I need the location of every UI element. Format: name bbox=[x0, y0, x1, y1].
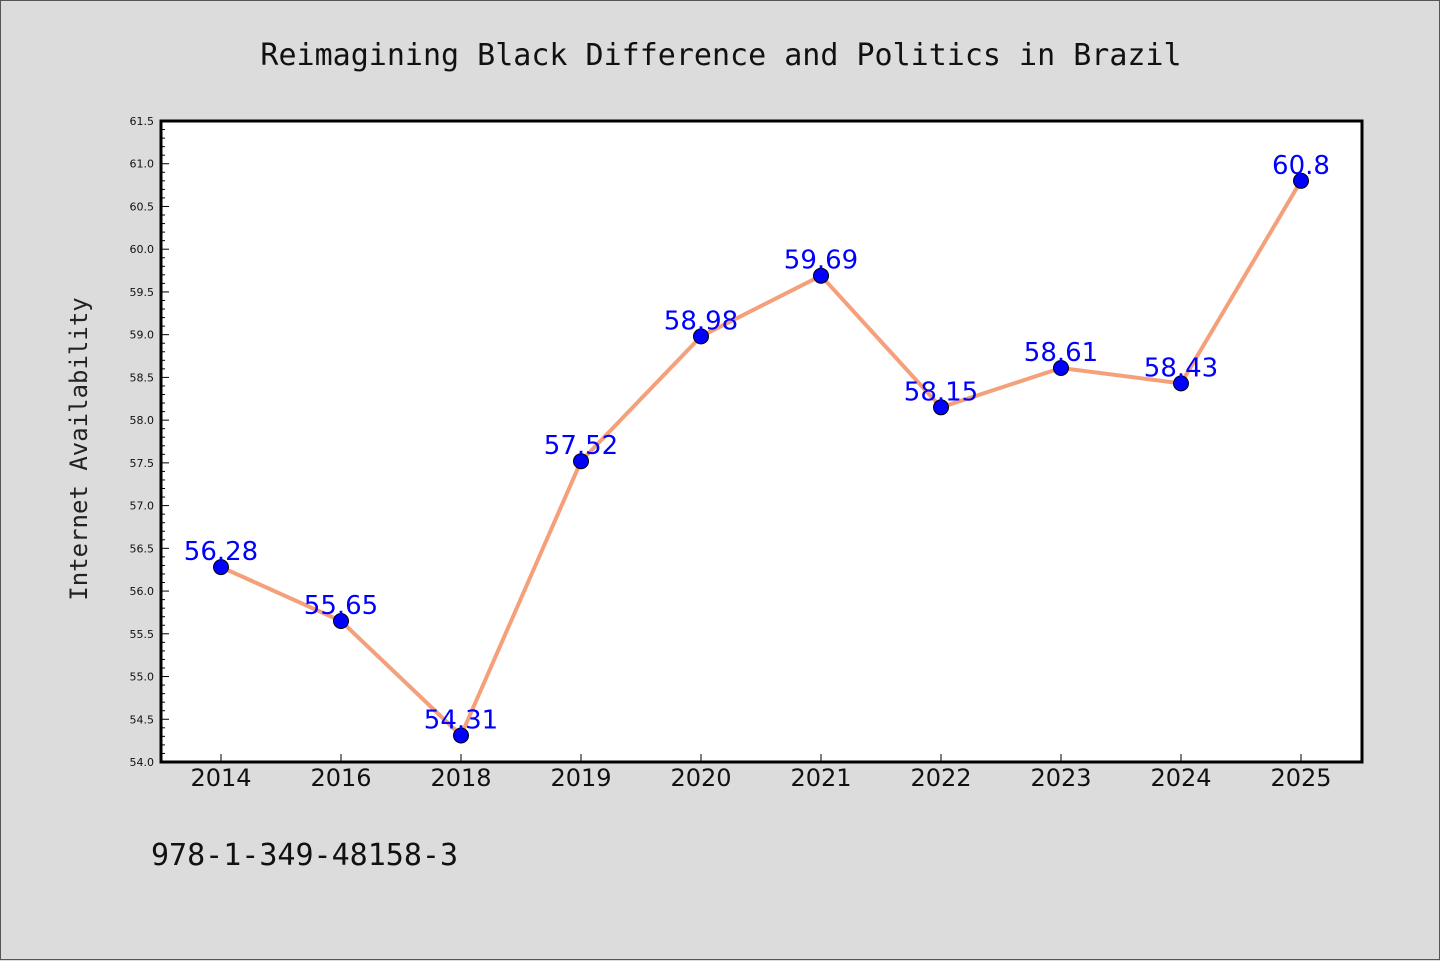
y-tick-label: 54.0 bbox=[130, 756, 155, 769]
x-tick-label: 2024 bbox=[1150, 764, 1211, 792]
data-label: 57.52 bbox=[544, 431, 618, 461]
x-tick-label: 2020 bbox=[670, 764, 731, 792]
series-line bbox=[220, 179, 1303, 738]
data-label: 58.61 bbox=[1024, 338, 1098, 368]
y-axis-label: Internet Availability bbox=[65, 297, 93, 600]
x-tick-label: 2021 bbox=[790, 764, 851, 792]
y-tick-label: 58.0 bbox=[130, 414, 155, 427]
y-tick-label: 60.5 bbox=[130, 200, 155, 213]
data-point bbox=[813, 267, 829, 284]
y-tick-label: 56.5 bbox=[130, 542, 155, 555]
data-label: 58.15 bbox=[904, 377, 978, 407]
y-tick-label: 57.0 bbox=[130, 500, 155, 513]
y-tick-label: 54.5 bbox=[130, 713, 155, 726]
data-label: 58.98 bbox=[664, 306, 738, 336]
x-tick-label: 2023 bbox=[1030, 764, 1091, 792]
data-point bbox=[1293, 172, 1309, 189]
y-tick-label: 60.0 bbox=[130, 243, 155, 256]
x-axis: 2014 2016 2018 2019 2020 2021 2022 2023 2024 2025 bbox=[190, 754, 1332, 792]
data-label: 54.31 bbox=[424, 706, 498, 736]
x-tick-label: 2022 bbox=[910, 764, 971, 792]
data-label: 59.69 bbox=[784, 246, 858, 276]
data-point bbox=[333, 613, 349, 629]
x-tick-label: 2014 bbox=[190, 764, 251, 792]
x-tick-label: 2018 bbox=[430, 764, 491, 792]
y-tick-label: 55.0 bbox=[130, 671, 155, 684]
data-labels: 56.28 55.65 54.31 57.52 58.98 59.69 58.15 58.61… bbox=[184, 151, 1330, 736]
data-point bbox=[693, 328, 709, 345]
y-axis: 54.0 54.5 55.0 55.5 56.0 56.5 57.0 57.5 58.0 58.5… bbox=[130, 115, 169, 769]
x-tick-label: 2025 bbox=[1270, 764, 1331, 792]
data-label: 55.65 bbox=[304, 591, 378, 621]
plot-border bbox=[159, 119, 1364, 764]
data-label: 58.43 bbox=[1144, 353, 1218, 383]
y-tick-label: 55.5 bbox=[130, 628, 155, 641]
chart-title: Reimagining Black Difference and Politic… bbox=[260, 38, 1181, 73]
data-point bbox=[213, 559, 229, 576]
y-tick-label: 58.5 bbox=[130, 371, 155, 384]
plot-area bbox=[161, 121, 1362, 762]
x-tick-label: 2016 bbox=[310, 764, 371, 792]
data-point bbox=[1173, 375, 1189, 392]
x-tick-label: 2019 bbox=[550, 764, 611, 792]
y-tick-label: 59.5 bbox=[130, 286, 155, 299]
y-tick-label: 61.0 bbox=[130, 158, 155, 171]
data-point bbox=[573, 453, 589, 470]
data-label: 56.28 bbox=[184, 537, 258, 567]
y-tick-label: 56.0 bbox=[130, 585, 155, 598]
y-tick-label: 59.0 bbox=[130, 329, 155, 342]
y-tick-label: 57.5 bbox=[130, 457, 155, 470]
data-points bbox=[213, 172, 1309, 744]
data-point bbox=[453, 727, 469, 744]
isbn-text: 978-1-349-48158-3 bbox=[151, 838, 458, 873]
data-label: 60.8 bbox=[1272, 151, 1330, 181]
data-point bbox=[933, 399, 949, 416]
y-tick-label: 61.5 bbox=[130, 115, 155, 128]
data-point bbox=[1053, 360, 1069, 376]
